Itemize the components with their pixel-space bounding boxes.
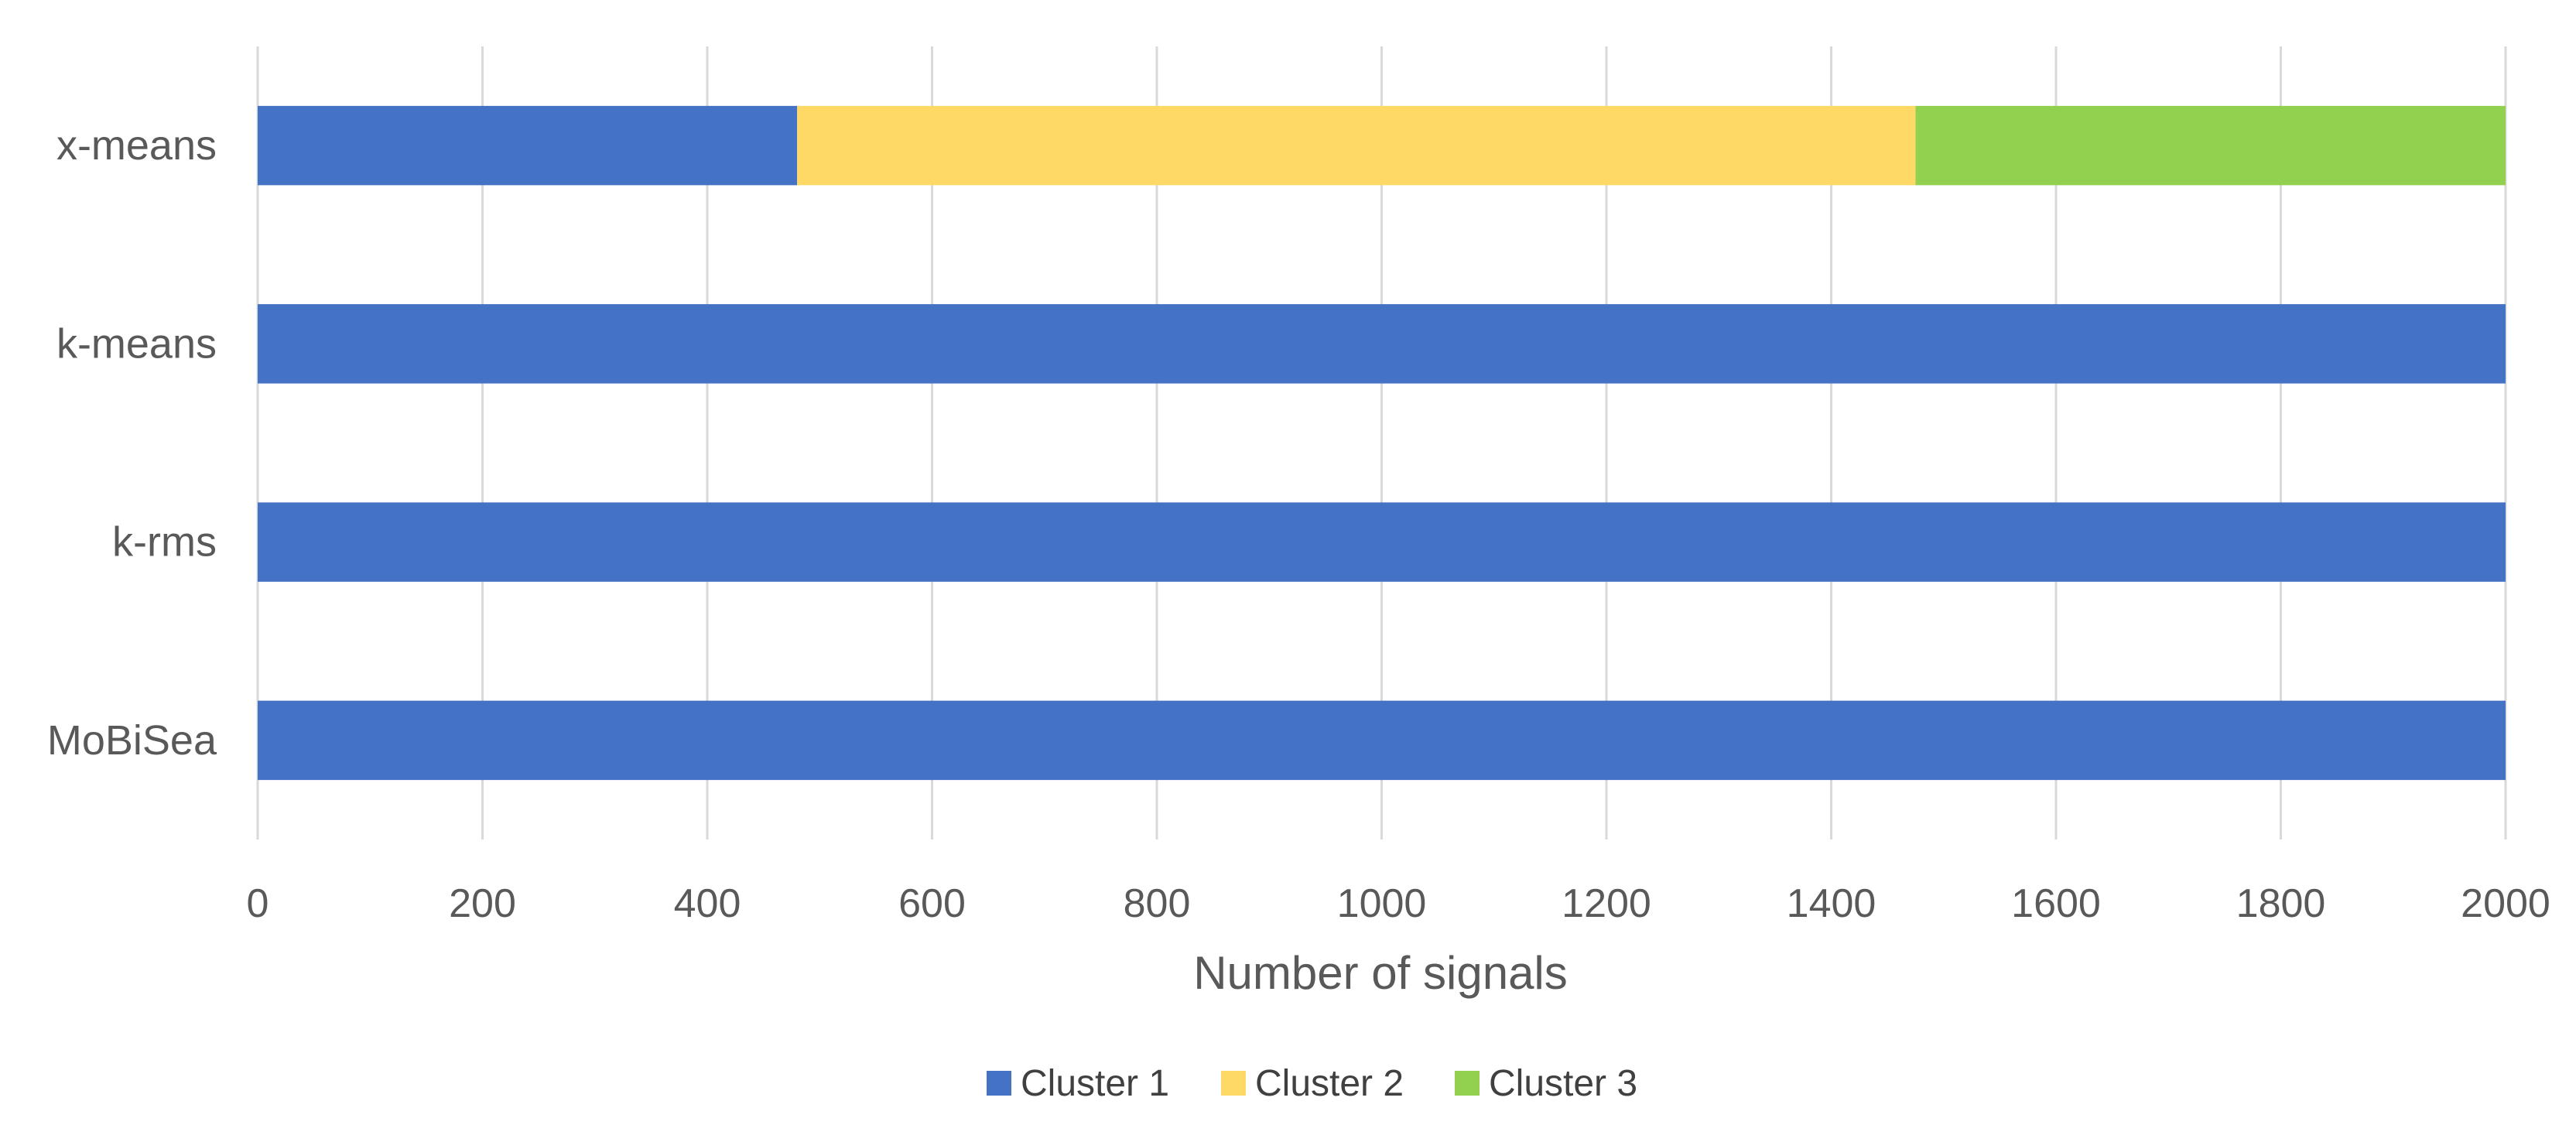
x-tick-label: 1800 xyxy=(2236,881,2326,926)
legend: Cluster 1 Cluster 2 Cluster 3 xyxy=(987,1063,1637,1104)
x-tick-label: 600 xyxy=(898,881,966,926)
bar-k-rms-cluster-1 xyxy=(258,502,2506,582)
legend-label: Cluster 1 xyxy=(1021,1063,1169,1104)
legend-label: Cluster 2 xyxy=(1255,1063,1404,1104)
category-label: k-rms xyxy=(112,519,217,566)
x-tick-label: 2000 xyxy=(2461,881,2550,926)
x-tick-label: 1400 xyxy=(1787,881,1876,926)
x-tick-label: 1200 xyxy=(1562,881,1651,926)
legend-label: Cluster 3 xyxy=(1489,1063,1637,1104)
bars xyxy=(258,105,2506,781)
category-label: MoBiSea xyxy=(47,717,217,764)
legend-swatch xyxy=(1455,1071,1480,1096)
bar-x-means-cluster-1 xyxy=(258,105,798,186)
x-tick-label: 200 xyxy=(449,881,516,926)
x-axis-title: Number of signals xyxy=(1193,947,1568,999)
bar-k-means-cluster-1 xyxy=(258,304,2506,384)
category-label: k-means xyxy=(56,320,217,367)
x-tick-label: 1600 xyxy=(2011,881,2101,926)
legend-swatch xyxy=(1221,1071,1246,1096)
x-tick-label: 400 xyxy=(674,881,741,926)
x-tick-label: 1000 xyxy=(1337,881,1427,926)
x-tick-label: 800 xyxy=(1124,881,1191,926)
x-tick-labels: 0 200 400 600 800 1000 1200 1400 1600 1800 2000 xyxy=(247,881,2550,926)
category-label: x-means xyxy=(56,122,217,169)
bar-MoBiSea-cluster-1 xyxy=(258,700,2506,781)
bar-x-means-cluster-2 xyxy=(797,105,1916,186)
x-tick-label: 0 xyxy=(247,881,269,926)
bar-x-means-cluster-3 xyxy=(1915,105,2506,186)
category-labels: x-means k-means k-rms MoBiSea xyxy=(47,122,217,764)
legend-swatch xyxy=(987,1071,1011,1096)
